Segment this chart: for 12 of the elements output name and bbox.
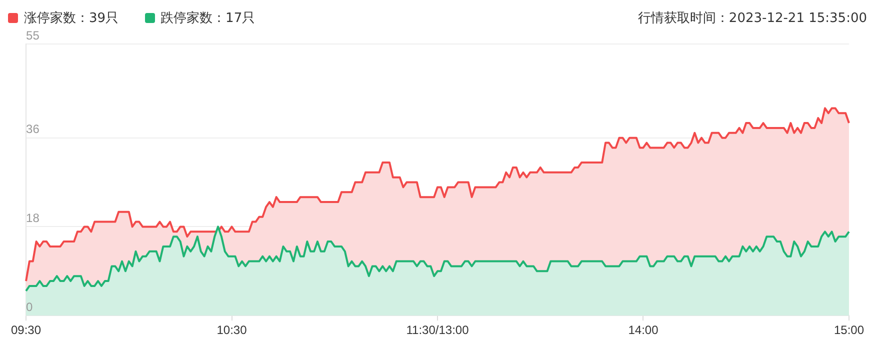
legend-label: 涨停家数：39只 bbox=[24, 10, 119, 27]
legend-label: 跌停家数：17只 bbox=[160, 10, 256, 27]
y-tick-label: 0 bbox=[26, 300, 34, 314]
chart-title: 行情获取时间：2023-12-21 15:35:00 bbox=[638, 10, 867, 27]
y-tick-label: 55 bbox=[26, 28, 40, 42]
x-tick-label: 09:30 bbox=[11, 323, 42, 338]
x-tick-label: 10:30 bbox=[216, 323, 248, 338]
y-tick-label: 36 bbox=[26, 122, 40, 136]
x-tick-label: 14:00 bbox=[628, 323, 659, 338]
x-tick-label: 15:00 bbox=[834, 323, 864, 338]
y-tick-label: 18 bbox=[26, 211, 40, 226]
x-tick-label: 11:30/13:00 bbox=[406, 323, 470, 338]
